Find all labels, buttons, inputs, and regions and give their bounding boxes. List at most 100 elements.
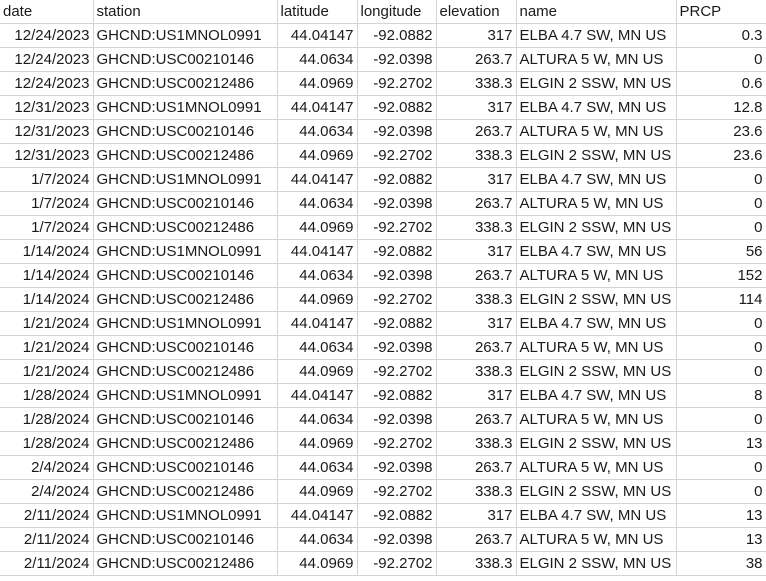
- cell-date[interactable]: 12/31/2023: [0, 119, 94, 144]
- cell-name[interactable]: ALTURA 5 W, MN US: [516, 191, 677, 216]
- cell-elevation[interactable]: 338.3: [436, 287, 517, 312]
- cell-latitude[interactable]: 44.0634: [277, 527, 358, 552]
- cell-name[interactable]: ELGIN 2 SSW, MN US: [516, 431, 677, 456]
- cell-station[interactable]: GHCND:US1MNOL0991: [93, 95, 278, 120]
- cell-longitude[interactable]: -92.0398: [357, 191, 437, 216]
- cell-longitude[interactable]: -92.0398: [357, 335, 437, 360]
- cell-longitude[interactable]: -92.0398: [357, 119, 437, 144]
- cell-elevation[interactable]: 317: [436, 95, 517, 120]
- cell-latitude[interactable]: 44.0969: [277, 359, 358, 384]
- cell-latitude[interactable]: 44.0969: [277, 215, 358, 240]
- header-cell-elevation[interactable]: elevation: [436, 0, 517, 24]
- cell-name[interactable]: ELBA 4.7 SW, MN US: [516, 503, 677, 528]
- cell-elevation[interactable]: 338.3: [436, 551, 517, 576]
- cell-latitude[interactable]: 44.04147: [277, 311, 358, 336]
- cell-latitude[interactable]: 44.0634: [277, 263, 358, 288]
- cell-prcp[interactable]: 56: [676, 239, 766, 264]
- cell-name[interactable]: ELBA 4.7 SW, MN US: [516, 311, 677, 336]
- cell-prcp[interactable]: 0: [676, 167, 766, 192]
- cell-station[interactable]: GHCND:USC00212486: [93, 431, 278, 456]
- cell-longitude[interactable]: -92.0398: [357, 527, 437, 552]
- cell-station[interactable]: GHCND:USC00212486: [93, 359, 278, 384]
- cell-name[interactable]: ALTURA 5 W, MN US: [516, 407, 677, 432]
- cell-station[interactable]: GHCND:USC00210146: [93, 335, 278, 360]
- cell-name[interactable]: ELGIN 2 SSW, MN US: [516, 359, 677, 384]
- cell-station[interactable]: GHCND:USC00212486: [93, 71, 278, 96]
- cell-latitude[interactable]: 44.0634: [277, 335, 358, 360]
- cell-name[interactable]: ELBA 4.7 SW, MN US: [516, 239, 677, 264]
- cell-name[interactable]: ALTURA 5 W, MN US: [516, 263, 677, 288]
- cell-elevation[interactable]: 263.7: [436, 263, 517, 288]
- cell-elevation[interactable]: 263.7: [436, 191, 517, 216]
- cell-latitude[interactable]: 44.04147: [277, 383, 358, 408]
- cell-station[interactable]: GHCND:US1MNOL0991: [93, 23, 278, 48]
- cell-station[interactable]: GHCND:US1MNOL0991: [93, 311, 278, 336]
- cell-date[interactable]: 1/14/2024: [0, 287, 94, 312]
- cell-date[interactable]: 2/4/2024: [0, 455, 94, 480]
- header-cell-latitude[interactable]: latitude: [277, 0, 358, 24]
- cell-elevation[interactable]: 317: [436, 383, 517, 408]
- cell-prcp[interactable]: 0: [676, 407, 766, 432]
- cell-longitude[interactable]: -92.2702: [357, 143, 437, 168]
- header-cell-station[interactable]: station: [93, 0, 278, 24]
- cell-elevation[interactable]: 317: [436, 239, 517, 264]
- cell-longitude[interactable]: -92.2702: [357, 71, 437, 96]
- cell-date[interactable]: 12/24/2023: [0, 23, 94, 48]
- cell-elevation[interactable]: 263.7: [436, 335, 517, 360]
- cell-latitude[interactable]: 44.0634: [277, 455, 358, 480]
- cell-elevation[interactable]: 338.3: [436, 479, 517, 504]
- cell-elevation[interactable]: 338.3: [436, 143, 517, 168]
- cell-longitude[interactable]: -92.0882: [357, 23, 437, 48]
- cell-date[interactable]: 12/24/2023: [0, 47, 94, 72]
- cell-longitude[interactable]: -92.0882: [357, 167, 437, 192]
- cell-name[interactable]: ELGIN 2 SSW, MN US: [516, 215, 677, 240]
- cell-latitude[interactable]: 44.0634: [277, 191, 358, 216]
- cell-longitude[interactable]: -92.0398: [357, 263, 437, 288]
- cell-prcp[interactable]: 152: [676, 263, 766, 288]
- cell-name[interactable]: ELBA 4.7 SW, MN US: [516, 167, 677, 192]
- cell-elevation[interactable]: 317: [436, 167, 517, 192]
- cell-name[interactable]: ALTURA 5 W, MN US: [516, 335, 677, 360]
- cell-latitude[interactable]: 44.0969: [277, 287, 358, 312]
- cell-latitude[interactable]: 44.0969: [277, 71, 358, 96]
- cell-station[interactable]: GHCND:USC00210146: [93, 455, 278, 480]
- header-cell-prcp[interactable]: PRCP: [676, 0, 766, 24]
- header-cell-name[interactable]: name: [516, 0, 677, 24]
- cell-latitude[interactable]: 44.0969: [277, 431, 358, 456]
- cell-station[interactable]: GHCND:US1MNOL0991: [93, 503, 278, 528]
- cell-name[interactable]: ELGIN 2 SSW, MN US: [516, 71, 677, 96]
- cell-prcp[interactable]: 0.6: [676, 71, 766, 96]
- cell-name[interactable]: ELGIN 2 SSW, MN US: [516, 143, 677, 168]
- cell-elevation[interactable]: 338.3: [436, 431, 517, 456]
- cell-date[interactable]: 2/4/2024: [0, 479, 94, 504]
- cell-prcp[interactable]: 0: [676, 47, 766, 72]
- cell-date[interactable]: 1/7/2024: [0, 215, 94, 240]
- cell-station[interactable]: GHCND:USC00212486: [93, 479, 278, 504]
- header-cell-longitude[interactable]: longitude: [357, 0, 437, 24]
- cell-date[interactable]: 1/7/2024: [0, 167, 94, 192]
- cell-prcp[interactable]: 0: [676, 311, 766, 336]
- cell-station[interactable]: GHCND:USC00210146: [93, 119, 278, 144]
- cell-longitude[interactable]: -92.2702: [357, 287, 437, 312]
- cell-longitude[interactable]: -92.2702: [357, 551, 437, 576]
- cell-date[interactable]: 2/11/2024: [0, 551, 94, 576]
- cell-name[interactable]: ELBA 4.7 SW, MN US: [516, 383, 677, 408]
- cell-longitude[interactable]: -92.0398: [357, 455, 437, 480]
- cell-longitude[interactable]: -92.2702: [357, 359, 437, 384]
- cell-latitude[interactable]: 44.0969: [277, 143, 358, 168]
- cell-longitude[interactable]: -92.0882: [357, 311, 437, 336]
- cell-prcp[interactable]: 23.6: [676, 119, 766, 144]
- cell-name[interactable]: ALTURA 5 W, MN US: [516, 119, 677, 144]
- cell-longitude[interactable]: -92.0882: [357, 503, 437, 528]
- cell-elevation[interactable]: 263.7: [436, 119, 517, 144]
- cell-station[interactable]: GHCND:USC00212486: [93, 215, 278, 240]
- cell-prcp[interactable]: 114: [676, 287, 766, 312]
- cell-elevation[interactable]: 263.7: [436, 47, 517, 72]
- cell-date[interactable]: 12/31/2023: [0, 143, 94, 168]
- cell-prcp[interactable]: 8: [676, 383, 766, 408]
- cell-date[interactable]: 12/24/2023: [0, 71, 94, 96]
- cell-longitude[interactable]: -92.2702: [357, 431, 437, 456]
- cell-date[interactable]: 12/31/2023: [0, 95, 94, 120]
- cell-date[interactable]: 1/28/2024: [0, 407, 94, 432]
- cell-elevation[interactable]: 317: [436, 503, 517, 528]
